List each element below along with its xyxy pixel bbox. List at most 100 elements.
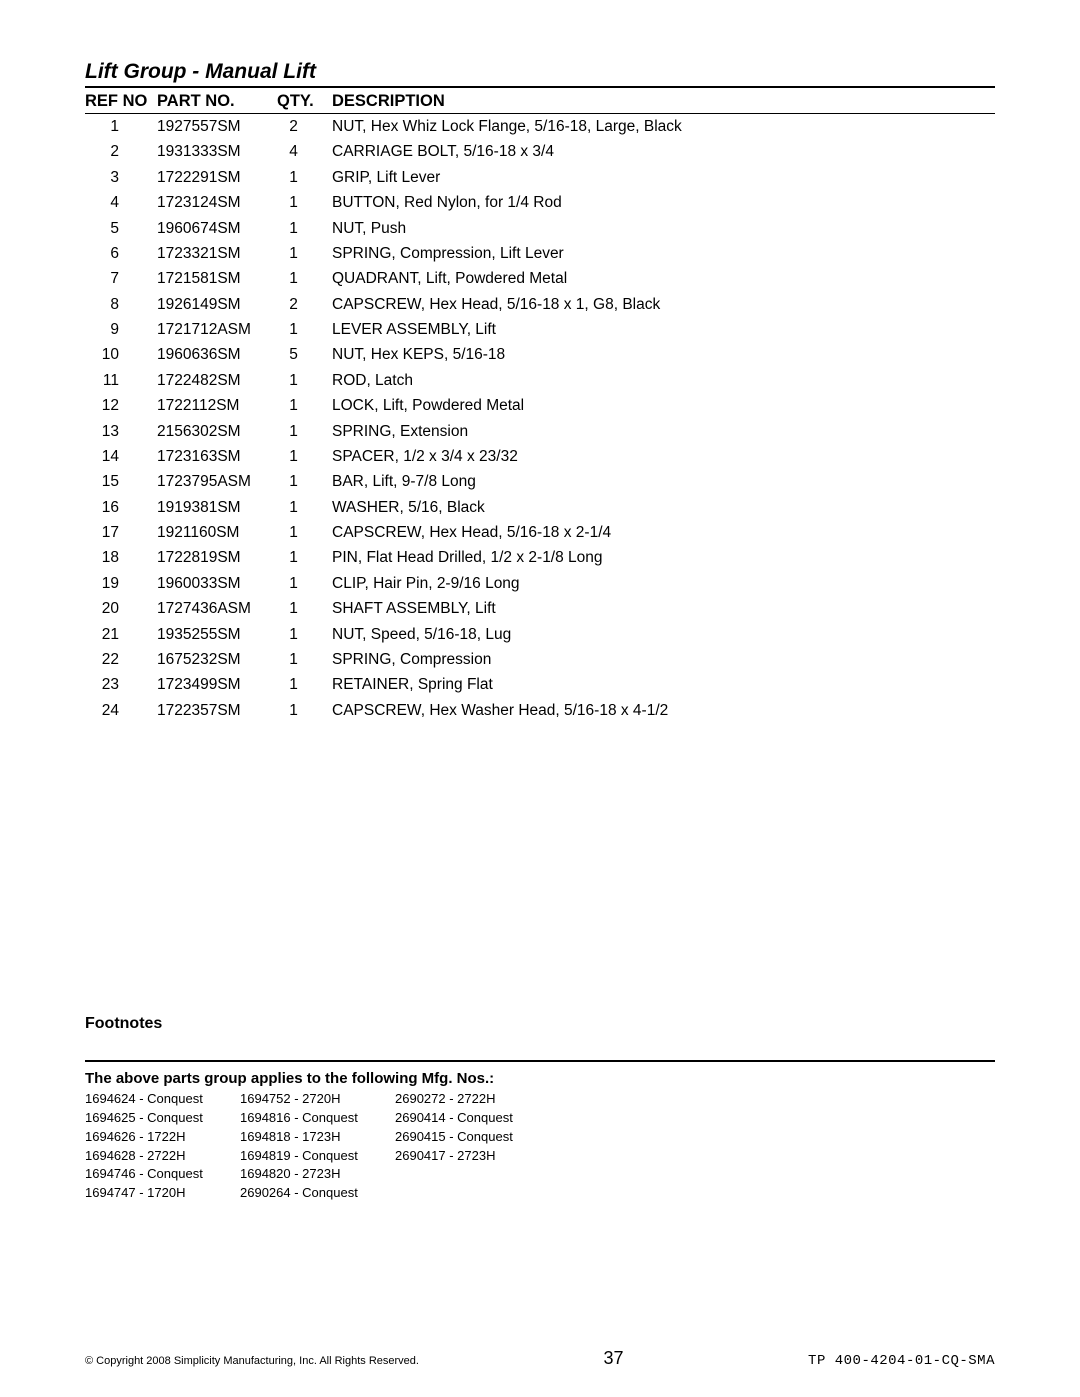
cell-part: 1927557SM: [157, 114, 277, 140]
cell-qty: 1: [277, 596, 332, 621]
table-row: 191960033SM1CLIP, Hair Pin, 2-9/16 Long: [85, 571, 995, 596]
table-row: 11927557SM2NUT, Hex Whiz Lock Flange, 5/…: [85, 114, 995, 140]
footnotes-heading: Footnotes: [85, 1015, 162, 1033]
cell-part: 1722357SM: [157, 698, 277, 723]
table-row: 71721581SM1QUADRANT, Lift, Powdered Meta…: [85, 266, 995, 291]
cell-part: 1935255SM: [157, 622, 277, 647]
cell-desc: WASHER, 5/16, Black: [332, 495, 995, 520]
cell-qty: 4: [277, 139, 332, 164]
col-ref: REF NO: [85, 92, 157, 114]
cell-ref: 6: [85, 241, 157, 266]
cell-part: 1723499SM: [157, 672, 277, 697]
cell-part: 1721712ASM: [157, 317, 277, 342]
table-row: 41723124SM1BUTTON, Red Nylon, for 1/4 Ro…: [85, 190, 995, 215]
table-row: 221675232SM1SPRING, Compression: [85, 647, 995, 672]
page: Lift Group - Manual Lift REF NO PART NO.…: [0, 0, 1080, 1397]
cell-desc: SHAFT ASSEMBLY, Lift: [332, 596, 995, 621]
table-row: 171921160SM1CAPSCREW, Hex Head, 5/16-18 …: [85, 520, 995, 545]
cell-ref: 22: [85, 647, 157, 672]
cell-desc: CAPSCREW, Hex Washer Head, 5/16-18 x 4-1…: [332, 698, 995, 723]
cell-desc: SPRING, Compression: [332, 647, 995, 672]
mfg-entry: 1694819 - Conquest: [240, 1147, 395, 1166]
cell-qty: 1: [277, 469, 332, 494]
cell-part: 1960636SM: [157, 342, 277, 367]
copyright: © Copyright 2008 Simplicity Manufacturin…: [85, 1355, 419, 1367]
table-row: 61723321SM1SPRING, Compression, Lift Lev…: [85, 241, 995, 266]
cell-part: 1926149SM: [157, 292, 277, 317]
mfg-rule: [85, 1060, 995, 1062]
mfg-entry: 1694746 - Conquest: [85, 1165, 240, 1184]
mfg-entry: 1694624 - Conquest: [85, 1090, 240, 1109]
section-title: Lift Group - Manual Lift: [85, 60, 995, 84]
cell-qty: 1: [277, 545, 332, 570]
cell-qty: 1: [277, 444, 332, 469]
cell-ref: 15: [85, 469, 157, 494]
cell-qty: 1: [277, 647, 332, 672]
mfg-entry: 2690414 - Conquest: [395, 1109, 550, 1128]
mfg-block: The above parts group applies to the fol…: [85, 1060, 995, 1203]
cell-qty: 2: [277, 114, 332, 140]
cell-desc: CAPSCREW, Hex Head, 5/16-18 x 1, G8, Bla…: [332, 292, 995, 317]
cell-part: 1960674SM: [157, 216, 277, 241]
cell-ref: 18: [85, 545, 157, 570]
cell-ref: 10: [85, 342, 157, 367]
cell-desc: NUT, Speed, 5/16-18, Lug: [332, 622, 995, 647]
cell-ref: 19: [85, 571, 157, 596]
document-id: TP 400-4204-01-CQ-SMA: [808, 1353, 995, 1369]
mfg-entry: 2690417 - 2723H: [395, 1147, 550, 1166]
cell-qty: 1: [277, 698, 332, 723]
mfg-entry: 1694820 - 2723H: [240, 1165, 395, 1184]
cell-part: 1931333SM: [157, 139, 277, 164]
parts-table: REF NO PART NO. QTY. DESCRIPTION 1192755…: [85, 92, 995, 723]
cell-part: 1723795ASM: [157, 469, 277, 494]
cell-ref: 4: [85, 190, 157, 215]
cell-ref: 20: [85, 596, 157, 621]
cell-desc: CLIP, Hair Pin, 2-9/16 Long: [332, 571, 995, 596]
cell-desc: SPRING, Compression, Lift Lever: [332, 241, 995, 266]
cell-part: 1723321SM: [157, 241, 277, 266]
cell-ref: 13: [85, 419, 157, 444]
mfg-entry: 1694625 - Conquest: [85, 1109, 240, 1128]
mfg-column: 1694752 - 2720H1694816 - Conquest1694818…: [240, 1090, 395, 1203]
cell-desc: NUT, Hex Whiz Lock Flange, 5/16-18, Larg…: [332, 114, 995, 140]
cell-qty: 1: [277, 190, 332, 215]
cell-desc: CAPSCREW, Hex Head, 5/16-18 x 2-1/4: [332, 520, 995, 545]
cell-qty: 1: [277, 216, 332, 241]
cell-qty: 5: [277, 342, 332, 367]
table-row: 21931333SM4CARRIAGE BOLT, 5/16-18 x 3/4: [85, 139, 995, 164]
cell-desc: CARRIAGE BOLT, 5/16-18 x 3/4: [332, 139, 995, 164]
cell-ref: 16: [85, 495, 157, 520]
cell-qty: 1: [277, 165, 332, 190]
cell-desc: QUADRANT, Lift, Powdered Metal: [332, 266, 995, 291]
table-row: 81926149SM2CAPSCREW, Hex Head, 5/16-18 x…: [85, 292, 995, 317]
cell-part: 2156302SM: [157, 419, 277, 444]
cell-ref: 1: [85, 114, 157, 140]
cell-part: 1721581SM: [157, 266, 277, 291]
cell-ref: 23: [85, 672, 157, 697]
cell-desc: LOCK, Lift, Powdered Metal: [332, 393, 995, 418]
cell-ref: 14: [85, 444, 157, 469]
page-number: 37: [604, 1348, 624, 1369]
mfg-entry: 2690415 - Conquest: [395, 1128, 550, 1147]
cell-part: 1723124SM: [157, 190, 277, 215]
cell-part: 1960033SM: [157, 571, 277, 596]
cell-desc: ROD, Latch: [332, 368, 995, 393]
table-row: 51960674SM1NUT, Push: [85, 216, 995, 241]
table-row: 161919381SM1WASHER, 5/16, Black: [85, 495, 995, 520]
cell-qty: 2: [277, 292, 332, 317]
cell-part: 1919381SM: [157, 495, 277, 520]
table-row: 121722112SM1LOCK, Lift, Powdered Metal: [85, 393, 995, 418]
cell-desc: PIN, Flat Head Drilled, 1/2 x 2-1/8 Long: [332, 545, 995, 570]
cell-ref: 7: [85, 266, 157, 291]
table-row: 101960636SM5NUT, Hex KEPS, 5/16-18: [85, 342, 995, 367]
mfg-entry: 2690264 - Conquest: [240, 1184, 395, 1203]
cell-part: 1722482SM: [157, 368, 277, 393]
cell-desc: GRIP, Lift Lever: [332, 165, 995, 190]
cell-ref: 3: [85, 165, 157, 190]
cell-part: 1675232SM: [157, 647, 277, 672]
cell-ref: 5: [85, 216, 157, 241]
mfg-entry: 1694818 - 1723H: [240, 1128, 395, 1147]
mfg-column: 2690272 - 2722H2690414 - Conquest2690415…: [395, 1090, 550, 1203]
table-row: 181722819SM1PIN, Flat Head Drilled, 1/2 …: [85, 545, 995, 570]
cell-desc: BUTTON, Red Nylon, for 1/4 Rod: [332, 190, 995, 215]
